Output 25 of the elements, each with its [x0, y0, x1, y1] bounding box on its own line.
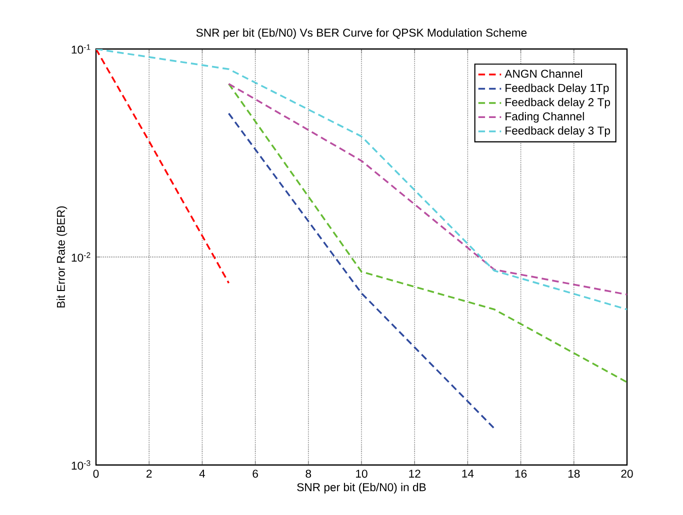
line-series	[96, 49, 627, 310]
line-series	[228, 82, 627, 384]
x-tick-label: 20	[621, 470, 633, 478]
x-tick-label: 6	[252, 470, 258, 478]
legend-label: Feedback delay 3 Tp	[506, 126, 610, 137]
x-tick-label: 12	[409, 470, 420, 478]
x-tick-label: 14	[462, 470, 474, 478]
line-series	[228, 82, 627, 296]
y-tick-label: 10$^{-3}$	[72, 460, 90, 470]
legend-label: Fading Channel	[506, 112, 584, 123]
x-axis-title: SNR per bit (Eb/N0) in dB	[297, 482, 426, 494]
x-tick-label: 0	[93, 470, 99, 478]
y-tick-label: 10$^{-2}$	[72, 252, 90, 262]
x-tick-label: 4	[199, 470, 206, 478]
x-tick-label: 8	[306, 470, 312, 478]
x-tick-label: 10	[356, 470, 368, 478]
legend-label: ANGN Channel	[504, 69, 582, 78]
x-tick-label: 2	[146, 470, 152, 478]
y-axis-title: Bit Error Rate (BER)	[56, 206, 68, 308]
chart-title: SNR per bit (Eb/N0) Vs BER Curve for QPSK Modulation Scheme	[196, 28, 527, 39]
x-tick-label: 18	[568, 470, 580, 478]
legend-label: Feedback delay 2 Tp	[506, 98, 610, 108]
y-tick-label: 10$^{-1}$	[72, 44, 90, 54]
x-tick-label: 16	[515, 470, 527, 478]
legend-label: Feedback Delay 1Tp	[506, 84, 609, 94]
